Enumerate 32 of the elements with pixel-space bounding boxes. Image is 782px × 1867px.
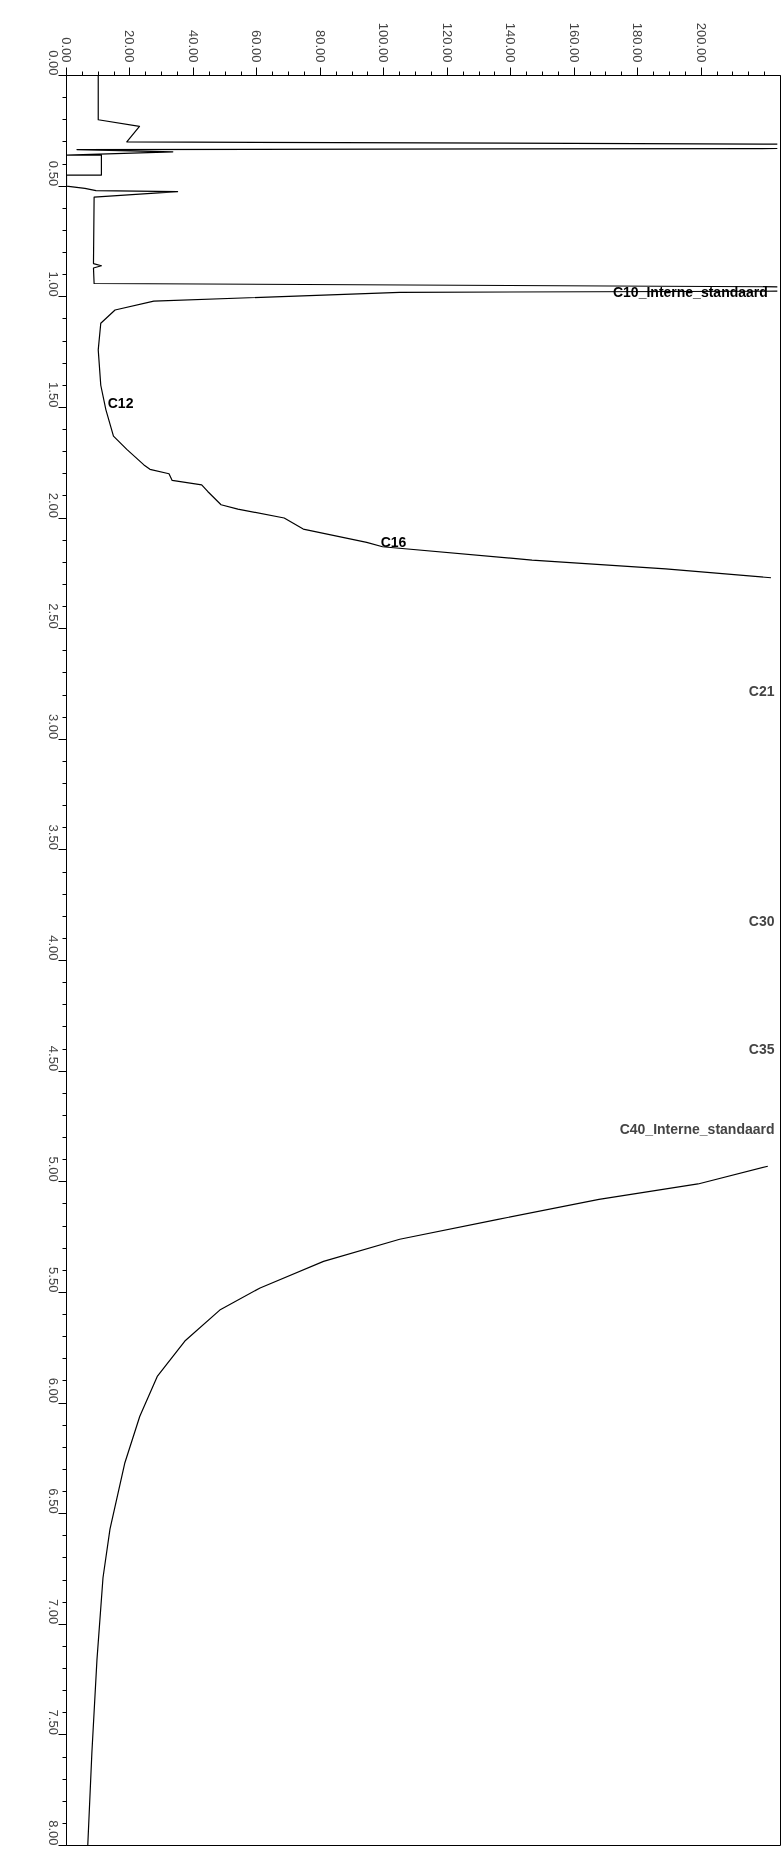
y-tick-label: 6.50 bbox=[46, 1488, 61, 1514]
y-tick-label: 8.00 bbox=[46, 1820, 61, 1846]
y-tick-label: 6.00 bbox=[46, 1377, 61, 1404]
y-tick-label: 1.00 bbox=[46, 271, 61, 297]
y-tick-label: 5.00 bbox=[46, 1156, 61, 1182]
x-tick-label: 20.00 bbox=[122, 29, 138, 63]
y-tick-label: 7.50 bbox=[46, 1709, 61, 1735]
x-tick-label: 200.00 bbox=[693, 22, 709, 63]
y-tick-label: 4.00 bbox=[46, 935, 61, 961]
y-tick-label: 2.00 bbox=[46, 492, 61, 519]
y-tick-label: 0.50 bbox=[46, 160, 61, 187]
x-tick-label: 80.00 bbox=[312, 29, 328, 63]
x-tick-label: 120.00 bbox=[439, 22, 455, 63]
y-tick-label: 3.50 bbox=[46, 824, 61, 850]
y-tick-label: 2.50 bbox=[46, 603, 61, 629]
annotation: C30 bbox=[748, 912, 775, 929]
annotation: C12 bbox=[107, 394, 134, 411]
y-tick-label: 5.50 bbox=[46, 1267, 61, 1293]
annotation: C21 bbox=[748, 682, 775, 699]
annotation: C16 bbox=[380, 534, 407, 551]
x-tick-label: 160.00 bbox=[566, 22, 582, 63]
annotation: C40_Interne_standaard bbox=[619, 1120, 775, 1137]
y-tick-label: 7.00 bbox=[46, 1598, 61, 1625]
x-tick-label: 180.00 bbox=[630, 22, 646, 63]
x-tick-label: 140.00 bbox=[503, 22, 519, 63]
annotation: C35 bbox=[748, 1041, 775, 1057]
y-tick-label: 1.50 bbox=[46, 382, 61, 408]
x-tick-label: 40.00 bbox=[185, 29, 201, 63]
y-tick-label: 3.00 bbox=[46, 713, 61, 740]
x-tick-label: 100.00 bbox=[376, 22, 392, 63]
x-tick-label: 60.00 bbox=[249, 29, 265, 63]
y-tick-label: 4.50 bbox=[46, 1045, 61, 1072]
